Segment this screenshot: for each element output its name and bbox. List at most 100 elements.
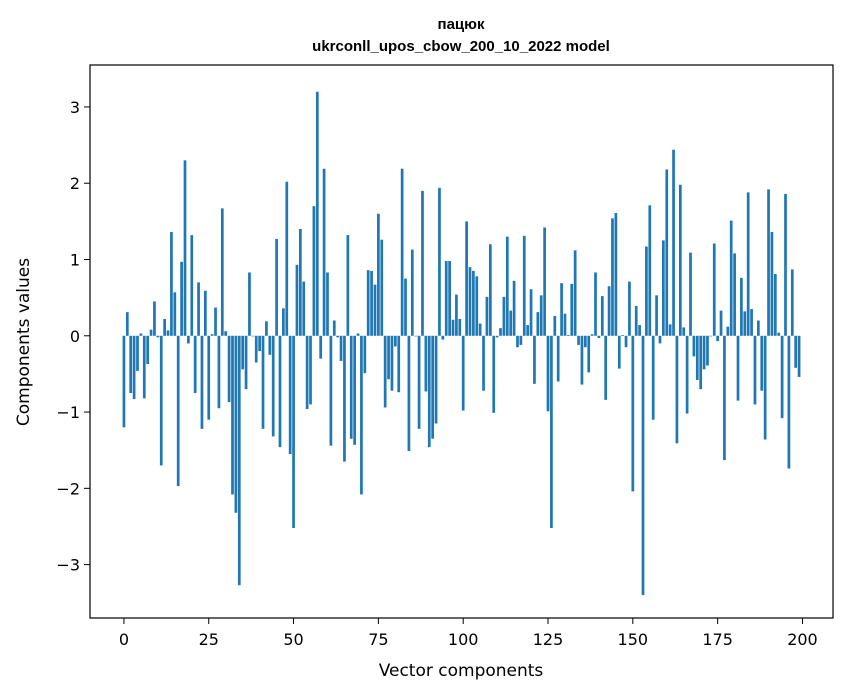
bar: [139, 333, 143, 336]
bar: [244, 335, 248, 390]
bar: [553, 315, 557, 336]
bar: [495, 335, 499, 338]
bar: [492, 335, 496, 413]
bar: [129, 335, 133, 393]
bar: [302, 281, 306, 336]
bar: [784, 193, 787, 336]
bar: [668, 324, 672, 336]
bar: [298, 228, 302, 336]
bar: [132, 335, 136, 400]
bar: [509, 310, 513, 336]
bar: [583, 335, 587, 348]
bar: [197, 282, 200, 336]
bar: [468, 267, 472, 336]
x-axis-label: Vector components: [379, 661, 544, 681]
bar: [282, 308, 285, 336]
bar: [567, 335, 570, 336]
bar: [628, 281, 631, 336]
bar: [790, 269, 794, 336]
bar: [560, 283, 563, 336]
bar: [393, 335, 397, 347]
y-tick-label: −1: [56, 403, 80, 422]
chart-subtitle: ukrconll_upos_cbow_200_10_2022 model: [312, 38, 610, 55]
y-tick-label: 1: [70, 251, 80, 270]
bar: [146, 335, 150, 365]
y-axis-ticks: −3 −2 −1 0 1 2 3: [56, 98, 90, 575]
bar: [183, 160, 187, 336]
bar: [719, 310, 723, 336]
bar: [451, 319, 455, 336]
bar: [600, 296, 604, 336]
bar: [329, 335, 333, 446]
bar: [763, 335, 767, 440]
bar: [787, 335, 791, 469]
bar: [678, 184, 682, 336]
bar: [125, 312, 129, 336]
y-tick-label: 3: [70, 98, 80, 117]
bar: [641, 335, 645, 596]
bar: [404, 278, 407, 336]
bar: [275, 238, 278, 336]
x-tick-label: 25: [199, 630, 219, 649]
bar: [546, 335, 550, 412]
x-tick-label: 100: [448, 630, 479, 649]
bar: [750, 309, 753, 336]
bar: [682, 327, 686, 336]
y-tick-label: −2: [56, 479, 80, 498]
bar: [675, 335, 679, 444]
bar: [207, 335, 211, 420]
bar: [665, 169, 669, 336]
plot-frame: [89, 64, 834, 619]
bar: [461, 335, 465, 411]
bar: [539, 295, 543, 336]
bar: [692, 335, 696, 357]
bar: [258, 335, 261, 352]
bar: [726, 326, 730, 336]
x-tick-label: 150: [618, 630, 649, 649]
bar: [193, 335, 197, 393]
bar: [777, 332, 781, 336]
bar: [288, 335, 292, 455]
bar: [156, 335, 160, 338]
bar: [570, 283, 574, 336]
bar: [373, 284, 377, 336]
bar: [360, 335, 363, 495]
bar: [170, 232, 173, 336]
bar: [326, 272, 329, 336]
bar: [254, 335, 258, 363]
bar: [346, 235, 350, 336]
bar: [414, 335, 418, 337]
bar: [685, 335, 689, 414]
bar: [631, 335, 635, 492]
bar: [733, 253, 736, 336]
bar: [377, 213, 380, 336]
bar: [695, 335, 699, 381]
bar: [390, 335, 394, 391]
bar: [753, 335, 757, 405]
bar: [767, 189, 770, 336]
y-axis-label: Components values: [14, 258, 34, 426]
x-axis-ticks: 0 25 50 75 100 125 150 175 200: [119, 618, 818, 649]
bar: [322, 168, 326, 336]
bar: [556, 335, 560, 382]
x-tick-label: 50: [283, 630, 303, 649]
bar: [292, 335, 295, 528]
bar: [214, 307, 217, 336]
bar: [176, 335, 180, 487]
bar: [285, 181, 289, 336]
bar: [332, 320, 336, 336]
bar: [502, 296, 506, 336]
bar: [241, 335, 245, 370]
bar: [712, 243, 716, 336]
bar: [421, 190, 424, 336]
bar: [794, 335, 798, 368]
bar: [224, 331, 228, 336]
x-tick-label: 175: [702, 630, 733, 649]
bar: [716, 335, 720, 342]
bar: [356, 333, 360, 336]
chart-title: пацюк: [438, 16, 485, 33]
bar: [190, 235, 194, 336]
bar: [295, 264, 299, 336]
bar: [743, 311, 747, 336]
y-tick-label: 2: [70, 174, 80, 193]
